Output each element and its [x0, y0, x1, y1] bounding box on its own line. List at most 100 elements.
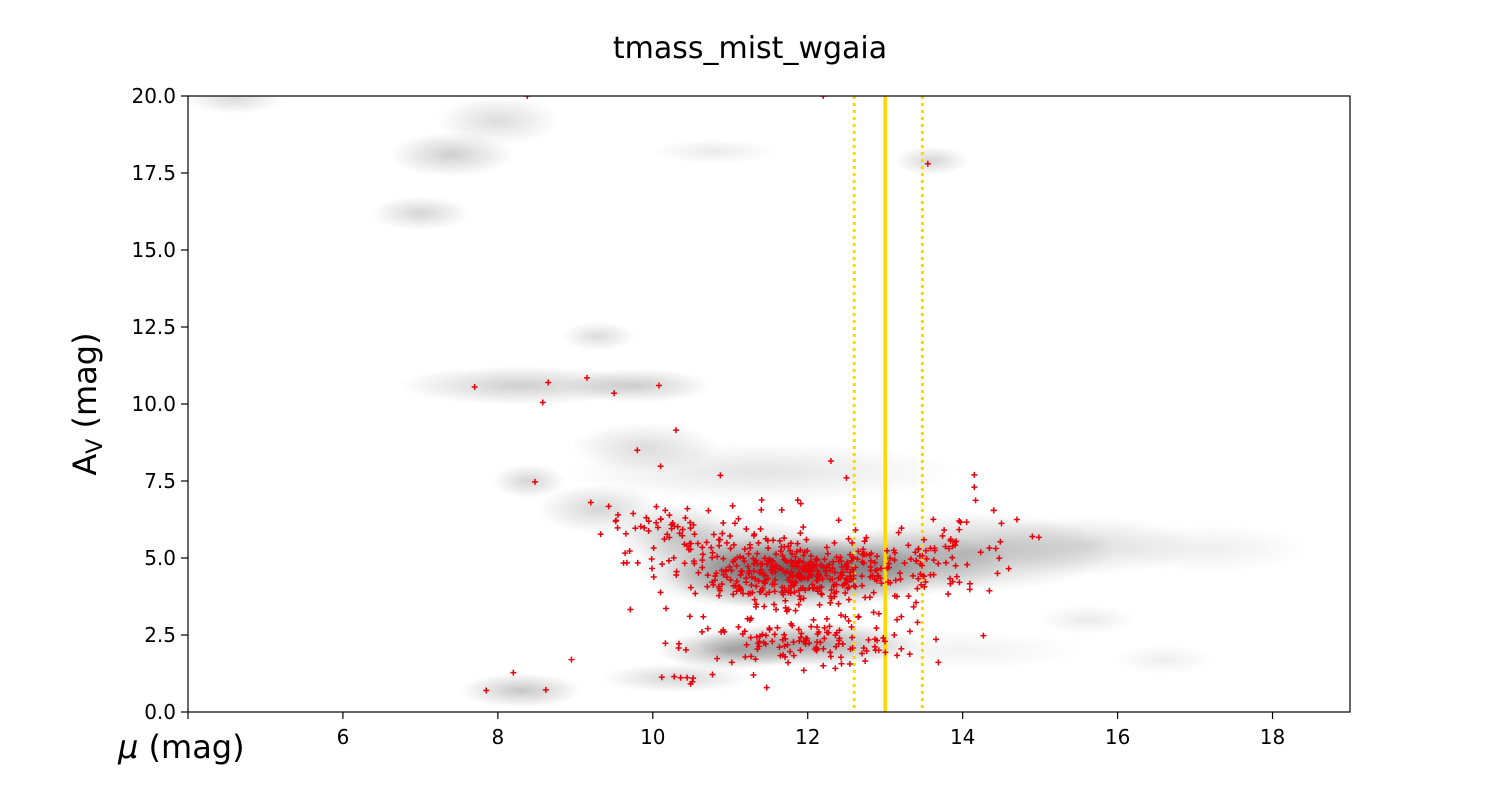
- scatter-point: [797, 547, 804, 554]
- scatter-point: [971, 484, 978, 491]
- scatter-point: [781, 535, 788, 542]
- scatter-point: [681, 560, 688, 567]
- scatter-point: [700, 613, 707, 620]
- scatter-point: [761, 555, 768, 562]
- scatter-point: [785, 606, 792, 613]
- scatter-point: [845, 596, 852, 603]
- scatter-point: [894, 652, 901, 659]
- scatter-point: [782, 569, 789, 576]
- scatter-point: [865, 636, 872, 643]
- scatter-point: [807, 560, 814, 567]
- scatter-point: [863, 551, 870, 558]
- scatter-point: [671, 673, 678, 680]
- scatter-point: [687, 525, 694, 532]
- scatter-point: [1005, 565, 1012, 572]
- scatter-point: [877, 565, 884, 572]
- scatter-point: [723, 566, 730, 573]
- scatter-point: [956, 526, 963, 533]
- scatter-point: [730, 558, 737, 565]
- scatter-point: [797, 500, 804, 507]
- scatter-point: [845, 584, 852, 591]
- scatter-point: [846, 660, 853, 667]
- scatter-point: [913, 599, 920, 606]
- scatter-point: [880, 634, 887, 641]
- scatter-point: [871, 643, 878, 650]
- scatter-point: [757, 526, 764, 533]
- scatter-point: [771, 601, 778, 608]
- scatter-point: [716, 542, 723, 549]
- scatter-point: [913, 558, 920, 565]
- scatter-point: [763, 632, 770, 639]
- scatter-point: [930, 516, 937, 523]
- scatter-point: [793, 548, 800, 555]
- scatter-point: [986, 545, 993, 552]
- scatter-point: [643, 514, 650, 521]
- scatter-point: [769, 638, 776, 645]
- scatter-point: [875, 610, 882, 617]
- scatter-point: [952, 562, 959, 569]
- scatter-point: [653, 519, 660, 526]
- density-blob: [601, 663, 751, 693]
- scatter-point: [821, 556, 828, 563]
- scatter-point: [788, 559, 795, 566]
- scatter-point: [682, 515, 689, 522]
- density-blob: [536, 484, 661, 534]
- scatter-point: [921, 583, 928, 590]
- scatter-point: [797, 596, 804, 603]
- scatter-point: [545, 379, 552, 386]
- scatter-point: [867, 563, 874, 570]
- scatter-point: [748, 615, 755, 622]
- scatter-point: [882, 649, 889, 656]
- scatter-point: [760, 578, 767, 585]
- scatter-point: [830, 558, 837, 565]
- scatter-point: [885, 564, 892, 571]
- scatter-point: [682, 646, 689, 653]
- scatter-point: [826, 623, 833, 630]
- scatter-point: [949, 554, 956, 561]
- scatter-point: [524, 96, 531, 99]
- y-tick-label: 0.0: [144, 700, 176, 724]
- scatter-point: [891, 632, 898, 639]
- y-axis-label: AV (mag): [66, 332, 108, 475]
- scatter-point: [771, 588, 778, 595]
- plot-area-background: [188, 96, 1350, 712]
- scatter-point: [770, 537, 777, 544]
- scatter-point: [664, 531, 671, 538]
- scatter-point: [1013, 516, 1020, 523]
- scatter-point: [912, 549, 919, 556]
- scatter-point: [781, 556, 788, 563]
- scatter-point: [779, 636, 786, 643]
- scatter-point: [787, 540, 794, 547]
- scatter-point: [845, 617, 852, 624]
- scatter-point: [870, 589, 877, 596]
- scatter-point: [795, 626, 802, 633]
- scatter-point: [957, 519, 964, 526]
- scatter-point: [822, 568, 829, 575]
- scatter-point: [684, 674, 691, 681]
- density-blob: [188, 96, 285, 114]
- y-tick-label: 12.5: [131, 315, 176, 339]
- scatter-point: [798, 630, 805, 637]
- scatter-point: [892, 577, 899, 584]
- scatter-point: [669, 520, 676, 527]
- scatter-point: [720, 571, 727, 578]
- scatter-point: [795, 558, 802, 565]
- scatter-point: [827, 576, 834, 583]
- scatter-point: [829, 565, 836, 572]
- scatter-point: [699, 544, 706, 551]
- scatter-point: [704, 625, 711, 632]
- scatter-point: [735, 624, 742, 631]
- scatter-point: [757, 588, 764, 595]
- density-blob: [370, 195, 470, 231]
- scatter-point: [844, 578, 851, 585]
- scatter-point: [754, 550, 761, 557]
- scatter-point: [723, 574, 730, 581]
- scatter-point: [761, 603, 768, 610]
- scatter-point: [918, 581, 925, 588]
- scatter-point: [923, 555, 930, 562]
- scatter-point: [884, 547, 891, 554]
- scatter-points: [471, 96, 1042, 694]
- scatter-point: [808, 623, 815, 630]
- scatter-point: [627, 606, 634, 613]
- scatter-point: [966, 586, 973, 593]
